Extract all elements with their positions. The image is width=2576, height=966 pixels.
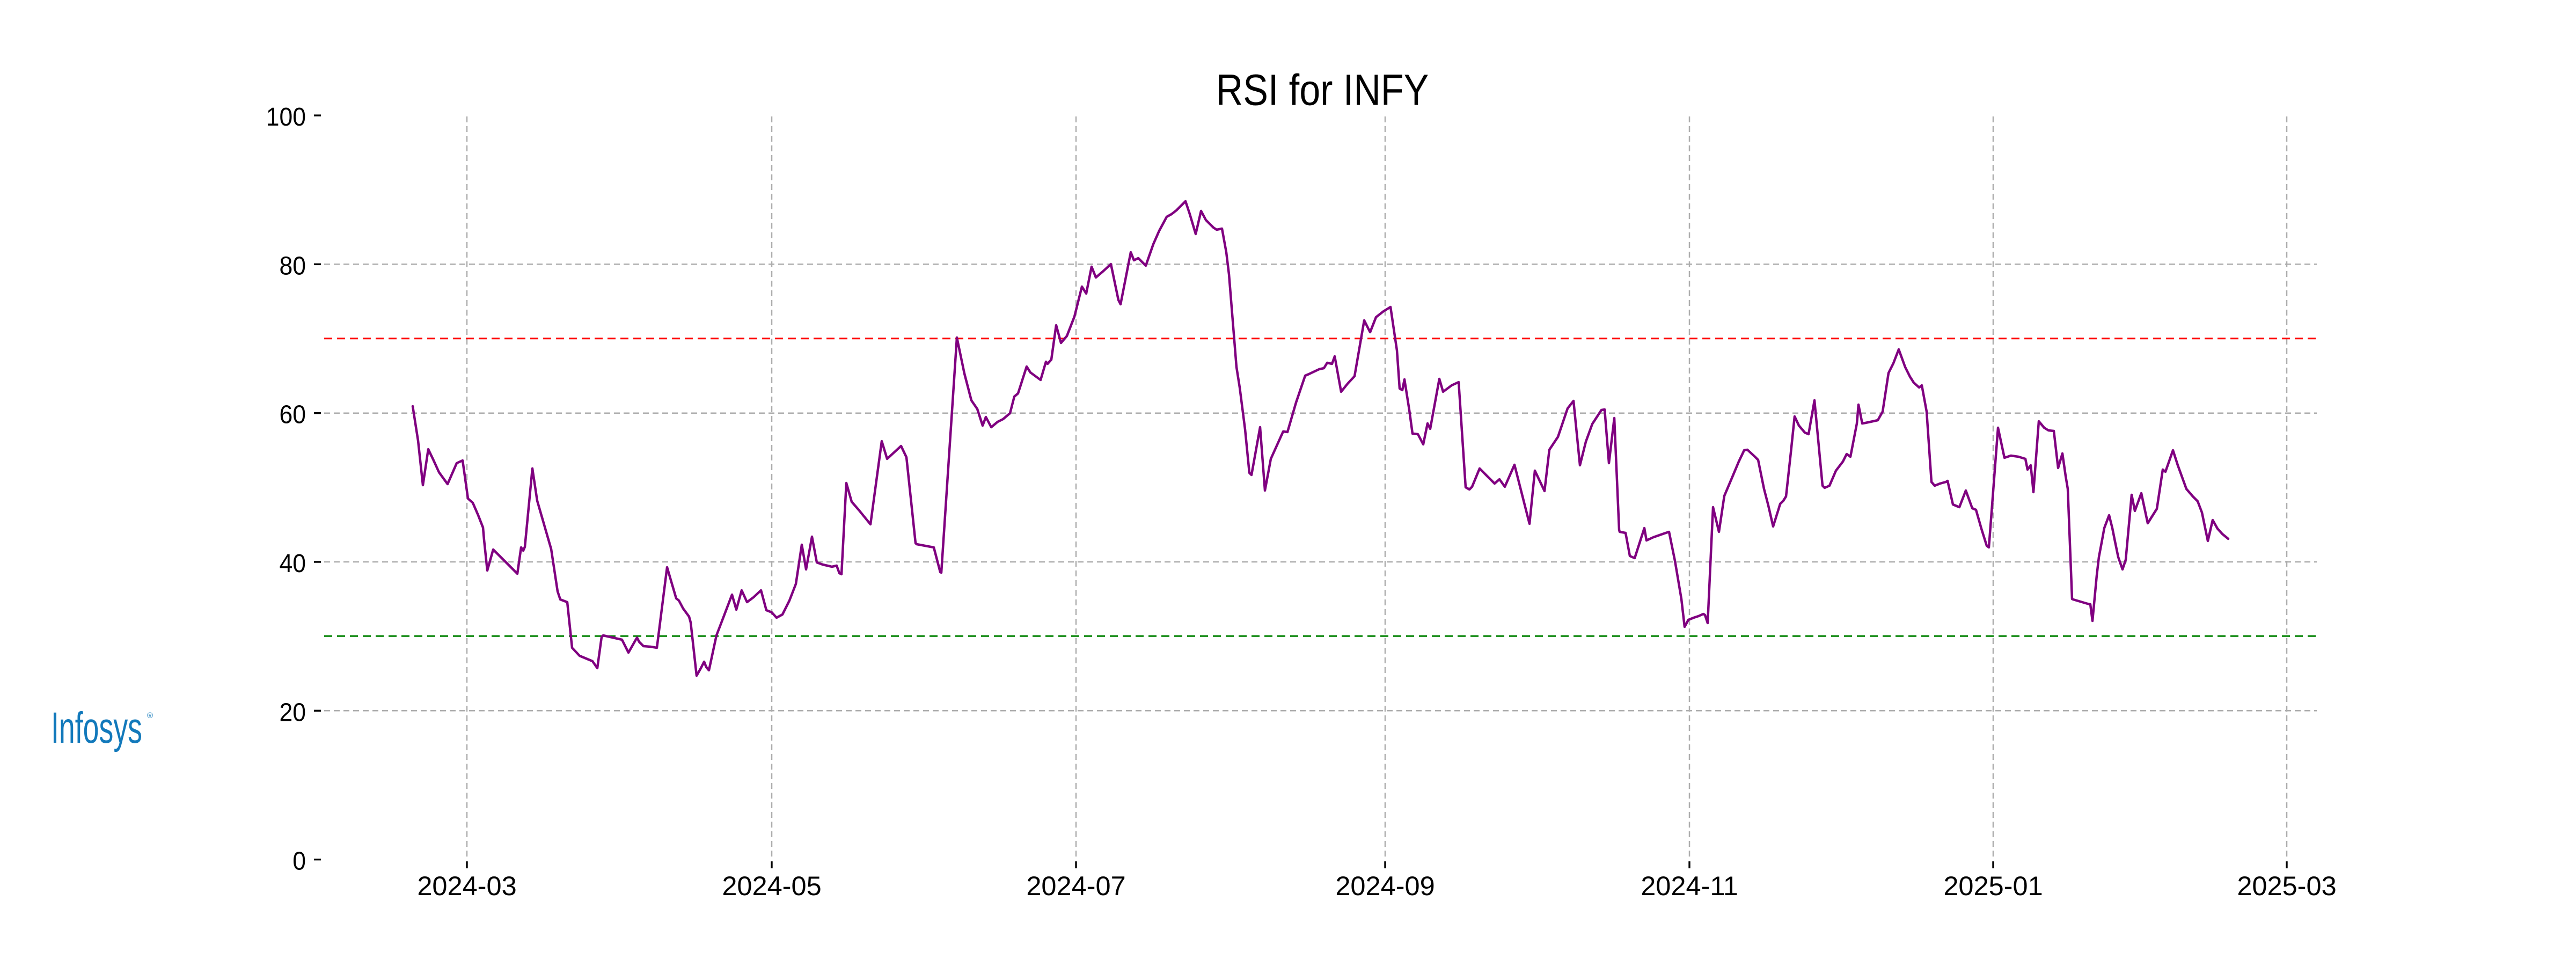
svg-text:2025-03: 2025-03: [2237, 870, 2336, 901]
svg-text:2024-07: 2024-07: [1026, 870, 1125, 901]
svg-text:2024-03: 2024-03: [417, 870, 516, 901]
svg-text:2024-05: 2024-05: [722, 870, 821, 901]
svg-text:2024-09: 2024-09: [1335, 870, 1435, 901]
svg-text:20: 20: [280, 698, 306, 727]
svg-text:100: 100: [266, 103, 306, 131]
svg-text:40: 40: [280, 549, 306, 578]
svg-text:®: ®: [147, 711, 153, 720]
svg-text:60: 60: [280, 400, 306, 429]
svg-text:Infosys: Infosys: [51, 704, 142, 752]
svg-text:0: 0: [292, 846, 306, 875]
svg-text:RSI for INFY: RSI for INFY: [1216, 65, 1429, 114]
svg-text:2024-11: 2024-11: [1641, 870, 1738, 901]
svg-text:2025-01: 2025-01: [1943, 870, 2043, 901]
svg-text:80: 80: [280, 251, 306, 280]
